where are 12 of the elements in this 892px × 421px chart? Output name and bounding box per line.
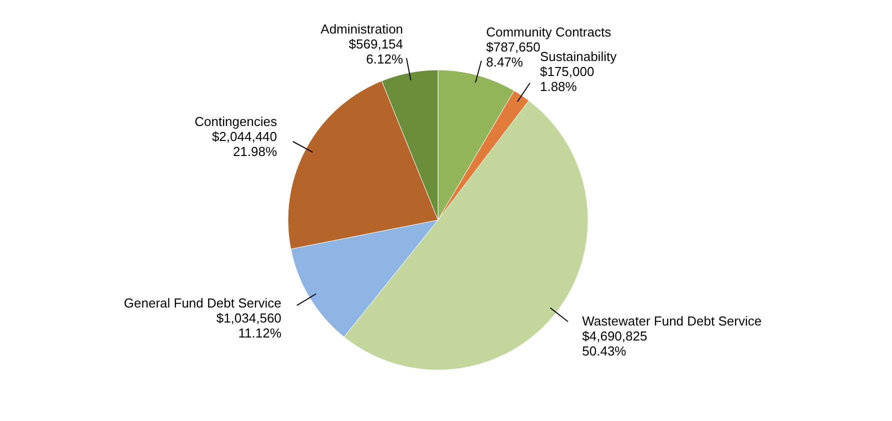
- slice-label: Administration: [320, 21, 404, 36]
- data-label: $175,000 1.88%: [540, 64, 594, 94]
- data-label: $4,690,825 50.43%: [582, 328, 648, 359]
- data-label: $569,154 6.12%: [348, 36, 404, 66]
- slice-label: Wastewater Fund Debt Service: [582, 314, 762, 329]
- data-label: $787,650 8.47%: [486, 39, 540, 70]
- slice-label: Community Contracts: [486, 24, 612, 40]
- slice-label: Contingencies: [194, 114, 278, 129]
- data-label: $1,034,560 11.12%: [216, 310, 282, 341]
- slice-label: General Fund Debt Service: [124, 296, 282, 311]
- data-label: $2,044,440 21.98%: [212, 128, 278, 159]
- slice-label: Sustainability: [540, 49, 618, 64]
